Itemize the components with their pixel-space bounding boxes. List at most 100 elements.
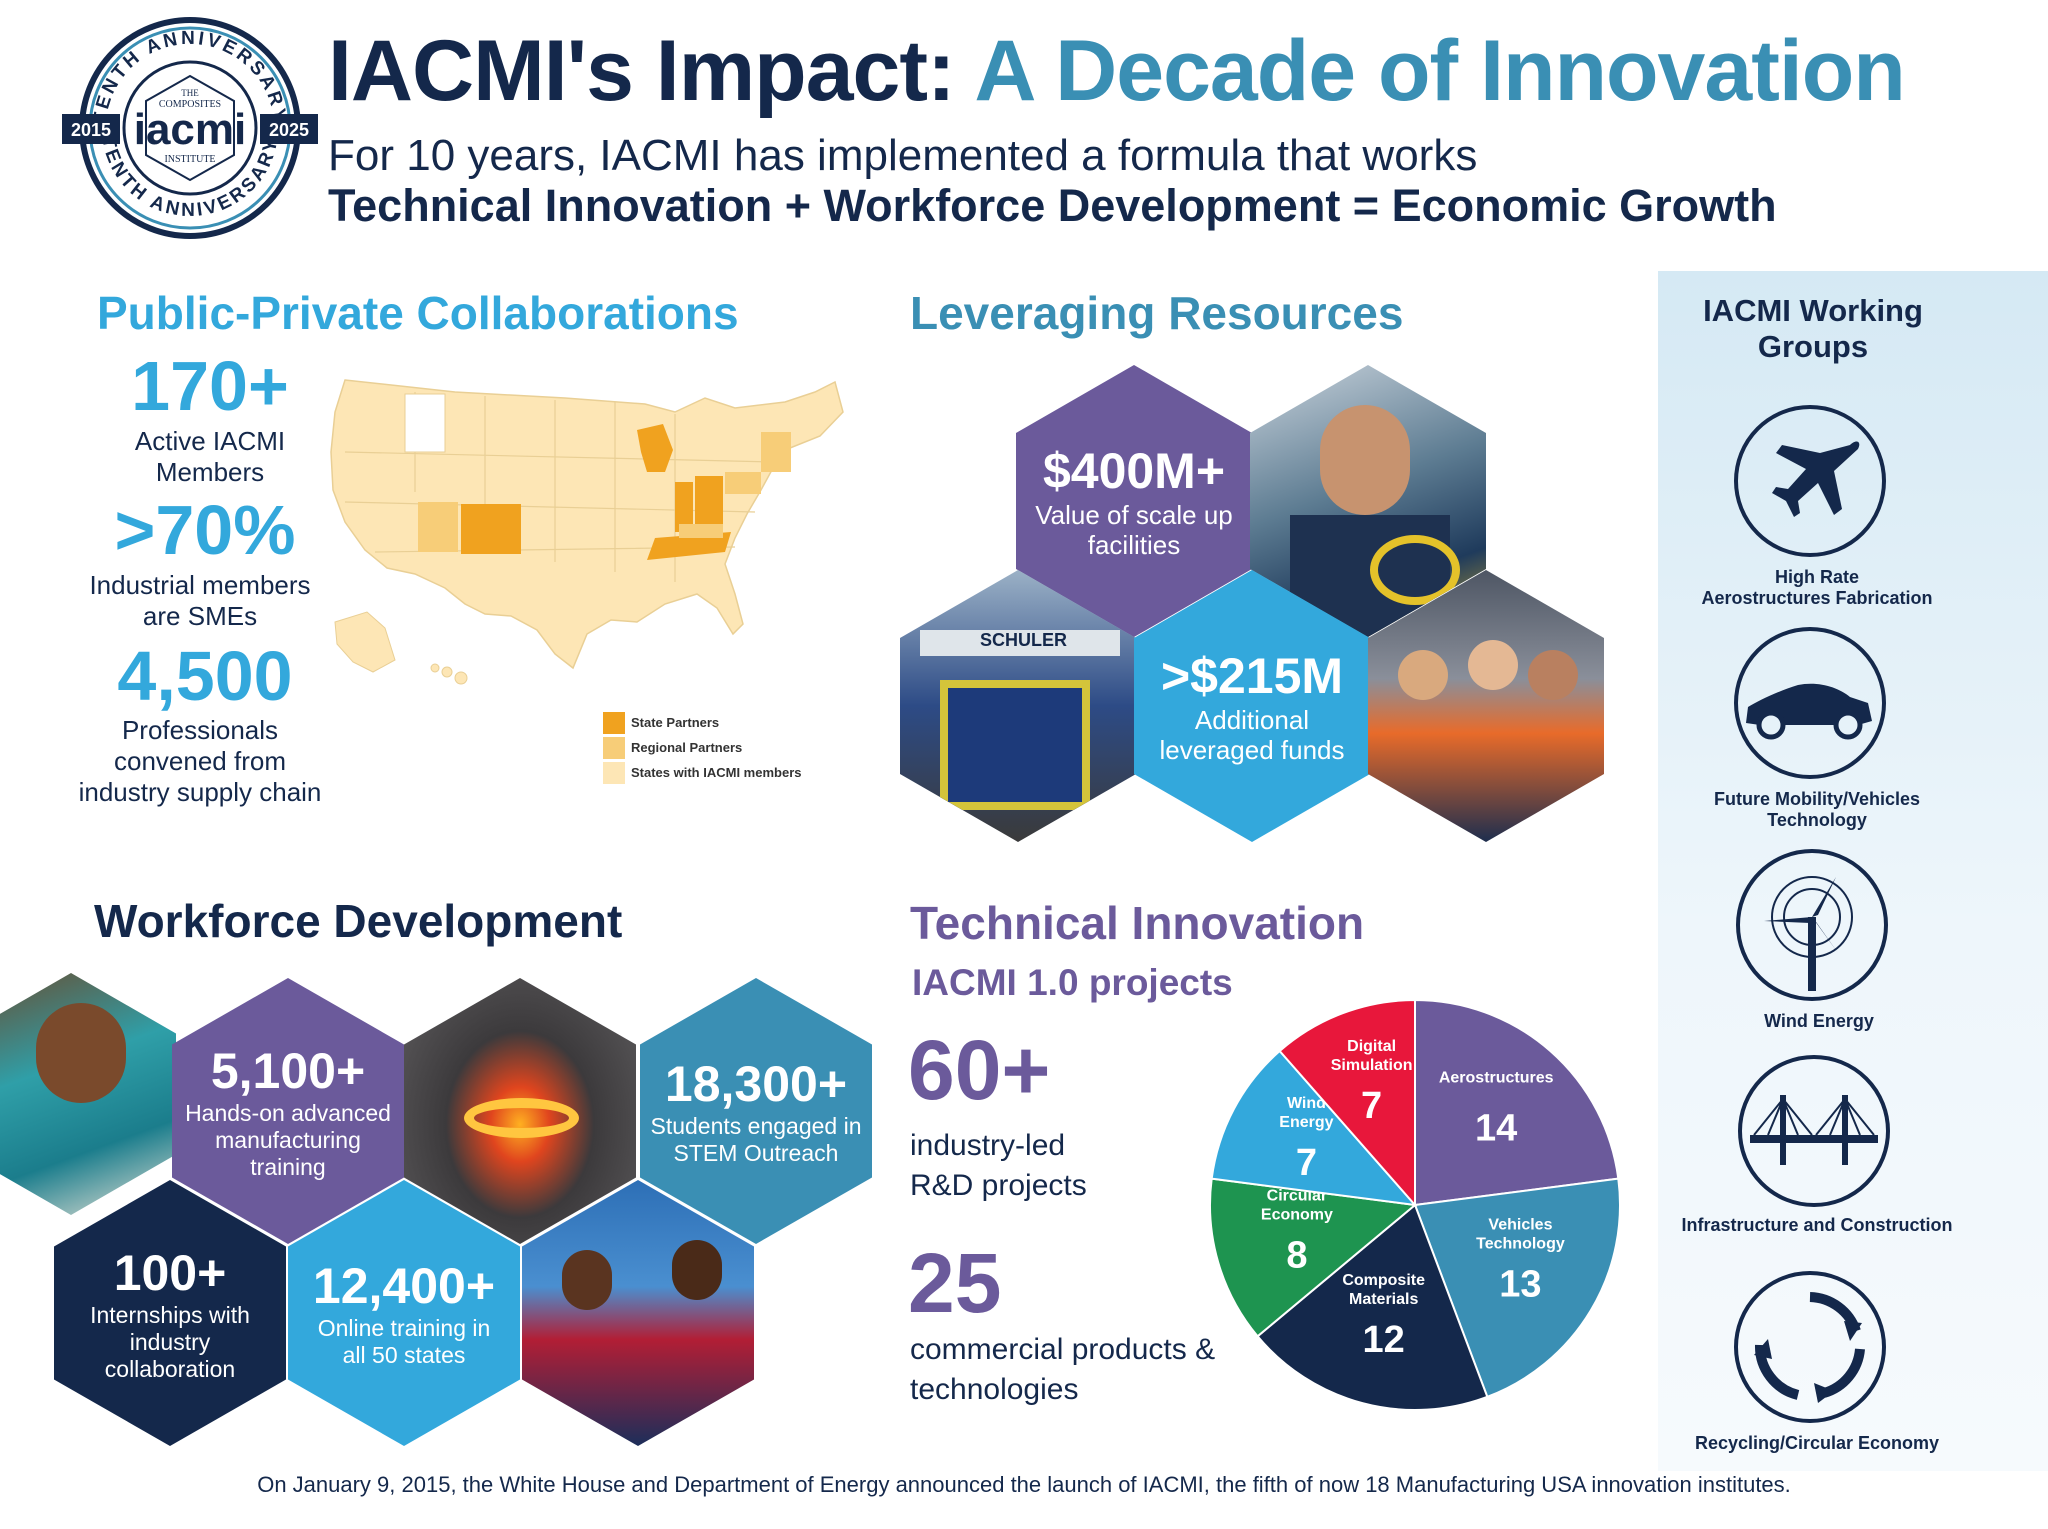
ohio-state [695, 476, 723, 524]
hex-100-line2: industry [129, 1328, 211, 1355]
projects-pie-chart: Aerostructures 14 Vehicles Technology 13 Comp… [1209, 998, 1621, 1411]
wg-aerostructures-line2: Aerostructures Fabrication [1701, 588, 1933, 608]
bridge-icon [1738, 1055, 1890, 1207]
stat-members-value: 170+ [131, 347, 289, 425]
hex-12400-line2: all 50 states [342, 1342, 466, 1368]
hex-12400-value: 12,400+ [312, 1258, 496, 1314]
hex-18300: 18,300+ Students engaged in STEM Outreac… [640, 978, 872, 1244]
wg-wind-label: Wind Energy [1764, 1011, 1874, 1031]
hex-400m-line2: facilities [1087, 530, 1181, 560]
photo-students-lab [522, 1180, 754, 1446]
wg-mobility-line1: Future Mobility/Vehicles [1713, 789, 1921, 809]
stat-professionals-value: 4,500 [117, 637, 293, 715]
title-part1: IACMI's Impact: [328, 23, 956, 119]
hex-400m-line1: Value of scale up [1035, 500, 1233, 530]
pie-label-1-1: Technology [1476, 1235, 1565, 1252]
projects-value: 60+ [908, 1023, 1051, 1117]
photo-team [1368, 570, 1604, 842]
stat-members-line1: Active IACMI [134, 426, 286, 456]
legend-swatch-regional [603, 737, 625, 759]
wg-recycling-label: Recycling/Circular Economy [1694, 1433, 1940, 1453]
products-line1: commercial products & [910, 1333, 1216, 1366]
legend-state-partners: State Partners [631, 715, 720, 730]
badge-institute: INSTITUTE [164, 154, 215, 165]
stat-professionals-line1: Professionals [121, 715, 279, 745]
kentucky-state [679, 524, 723, 538]
products-line2: technologies [910, 1373, 1079, 1406]
badge-logo: iacmi [134, 105, 247, 154]
pennsylvania-state [725, 472, 761, 494]
recycle-icon [1734, 1271, 1886, 1423]
pie-value-4: 7 [1296, 1142, 1317, 1184]
hex-215m-line1: Additional [1194, 705, 1310, 735]
pie-slice-aerostructures [1414, 998, 1620, 1207]
badge-composites: COMPOSITES [159, 99, 221, 110]
pie-label-1-0: Vehicles [1488, 1216, 1552, 1233]
schuler-sign: SCHULER [920, 630, 1120, 656]
pie-value-2: 12 [1363, 1319, 1405, 1361]
airplane-icon [1734, 405, 1886, 557]
badge-the: THE [181, 88, 199, 98]
pie-label-2-0: Composite [1342, 1272, 1425, 1289]
footer-note: On January 9, 2015, the White House and … [257, 1472, 1791, 1497]
wg-aerostructures-line1: High Rate [1774, 567, 1859, 587]
stat-smes-line2: are SMEs [142, 601, 258, 631]
working-groups-panel: IACMI Working Groups High Rate Aerostruc… [1658, 271, 2048, 1471]
new-york-state [761, 432, 791, 472]
page-title: IACMI's Impact: A Decade of Innovation [328, 22, 1906, 121]
page-subtitle: For 10 years, IACMI has implemented a fo… [328, 131, 1478, 180]
hex-100-line1: Internships with [90, 1301, 250, 1328]
technical-subheading: IACMI 1.0 projects [912, 962, 1233, 1003]
car-icon [1734, 627, 1886, 779]
stat-smes-label: Industrial members are SMEs [70, 570, 330, 632]
legend-iacmi-members: States with IACMI members [631, 765, 802, 780]
hex-215m-line2: leveraged funds [1159, 735, 1345, 765]
anniversary-badge: TENTH ANNIVERSARY TENTH ANNIVERSARY 2015… [62, 17, 318, 239]
hex-5100-value: 5,100+ [210, 1042, 366, 1099]
working-groups-heading-line2: Groups [1757, 329, 1869, 364]
pie-value-3: 8 [1286, 1234, 1307, 1276]
public-private-heading: Public-Private Collaborations [97, 287, 739, 339]
pie-label-5-0: Digital [1347, 1038, 1396, 1055]
wg-mobility-label: Future Mobility/Vehicles Technology [1652, 789, 1982, 831]
colorado-state [461, 504, 521, 554]
wg-infrastructure-label: Infrastructure and Construction [1681, 1215, 1953, 1235]
badge-year-right: 2025 [269, 120, 309, 140]
legend-swatch-members [603, 762, 625, 784]
working-groups-heading: IACMI Working Groups [1658, 293, 1968, 365]
workforce-heading: Workforce Development [94, 895, 623, 947]
us-mainland-shape [330, 379, 844, 670]
projects-line2: R&D projects [910, 1169, 1087, 1202]
hex-215m-value: >$215M [1160, 648, 1344, 704]
legend-regional-partners: Regional Partners [631, 740, 743, 755]
stat-professionals-label: Professionals convened from industry sup… [60, 715, 340, 808]
pie-label-4-1: Energy [1279, 1114, 1333, 1131]
stat-members-line2: Members [155, 457, 265, 487]
wind-turbine-icon [1736, 849, 1888, 1001]
hex-12400-line1: Online training in [317, 1315, 491, 1341]
page-formula: Technical Innovation + Workforce Develop… [328, 180, 1777, 231]
us-map [330, 379, 844, 685]
stat-members-label: Active IACMI Members [80, 426, 340, 488]
pie-value-1: 13 [1499, 1263, 1541, 1305]
hex-400m-value: $400M+ [1042, 443, 1226, 499]
pie-slice-wind-energy [1210, 1049, 1418, 1207]
hex-5100-line3: training [250, 1153, 326, 1180]
indiana-state [675, 482, 693, 532]
stat-professionals-line2: convened from [114, 746, 286, 776]
photo-student-boy [0, 973, 176, 1215]
wg-aerostructures-label: High Rate Aerostructures Fabrication [1652, 567, 1982, 609]
wg-mobility-line2: Technology [1767, 810, 1867, 830]
stat-smes-value: >70% [114, 491, 296, 569]
hex-100: 100+ Internships with industry collabora… [54, 1180, 286, 1446]
alaska-shape [334, 611, 396, 673]
hex-18300-line2: STEM Outreach [673, 1140, 839, 1166]
legend-swatch-state [603, 712, 625, 734]
pie-slice-vehicles-technology [1413, 1177, 1621, 1399]
products-label: commercial products & technologies [910, 1330, 1215, 1410]
hex-18300-line1: Students engaged in [650, 1113, 862, 1139]
pie-slice-digital-simulation [1278, 998, 1416, 1208]
leveraging-heading: Leveraging Resources [910, 287, 1404, 339]
pie-label-4-0: Wind [1287, 1095, 1326, 1112]
pie-label-0-0: Aerostructures [1439, 1070, 1554, 1087]
